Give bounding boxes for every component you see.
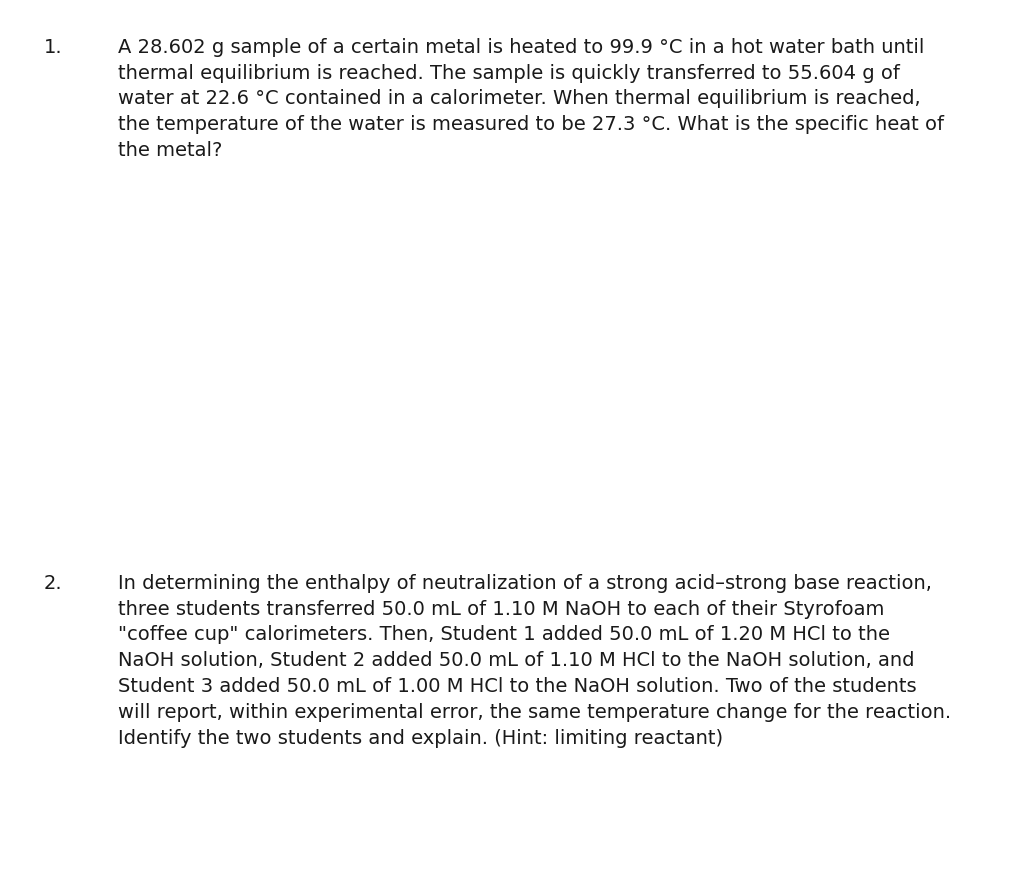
Text: 2.: 2. [44, 574, 62, 593]
Text: A 28.602 g sample of a certain metal is heated to 99.9 °C in a hot water bath un: A 28.602 g sample of a certain metal is … [118, 38, 943, 160]
Text: 1.: 1. [44, 38, 62, 57]
Text: In determining the enthalpy of neutralization of a strong acid–strong base react: In determining the enthalpy of neutraliz… [118, 574, 950, 748]
